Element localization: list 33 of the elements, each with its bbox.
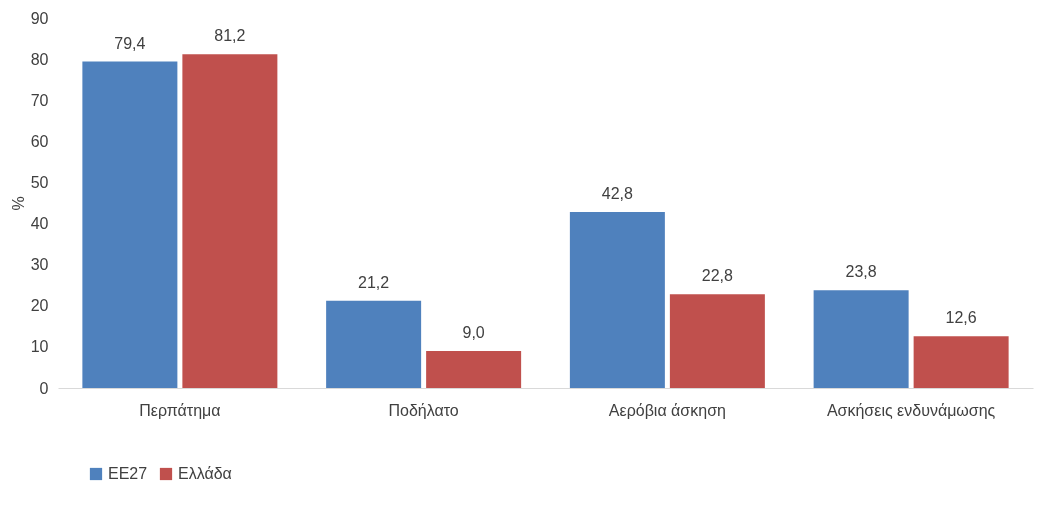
y-tick-label: 60: [30, 132, 49, 150]
x-tick-label: Αερόβια άσκηση: [608, 401, 726, 419]
data-label: 21,2: [358, 273, 390, 291]
legend-label: ΕΕ27: [108, 465, 148, 482]
data-label: 79,4: [114, 34, 146, 52]
legend-label: Ελλάδα: [178, 465, 232, 482]
x-tick-label: Ασκήσεις ενδυνάμωσης: [826, 401, 996, 419]
y-tick-label: 50: [30, 173, 49, 191]
y-tick-label: 30: [30, 256, 49, 274]
y-tick-label: 40: [30, 215, 49, 233]
y-tick-label: 80: [30, 50, 49, 68]
y-tick-label: 20: [30, 297, 49, 315]
y-tick-label: 0: [39, 379, 49, 397]
bar: [182, 54, 278, 388]
data-label: 42,8: [601, 185, 634, 203]
x-tick-label: Ποδήλατο: [388, 401, 459, 419]
bar: [913, 336, 1009, 388]
y-tick-label: 90: [30, 9, 49, 27]
data-label: 9,0: [462, 324, 485, 341]
bar: [813, 290, 909, 388]
bar: [669, 294, 765, 388]
x-tick-label: Περπάτημα: [139, 401, 221, 419]
data-label: 12,6: [945, 309, 977, 327]
bar: [326, 300, 422, 388]
bar: [426, 351, 522, 388]
y-axis-title: %: [9, 196, 27, 211]
y-tick-label: 10: [30, 338, 49, 356]
data-label: 23,8: [845, 263, 877, 281]
y-tick-label: 70: [30, 91, 49, 109]
data-label: 81,2: [214, 27, 246, 45]
data-label: 22,8: [701, 267, 734, 285]
bar: [569, 212, 665, 388]
bar: [82, 61, 178, 388]
